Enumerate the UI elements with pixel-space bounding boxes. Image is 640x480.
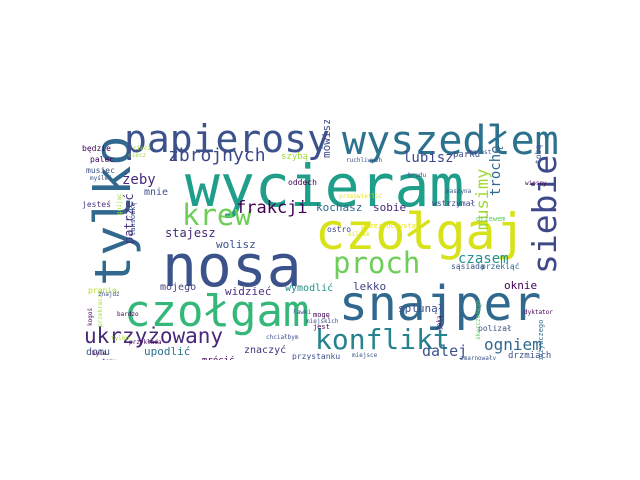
word-cloud-word: czasem [458, 251, 509, 267]
word-cloud-word: znajdź [98, 291, 120, 298]
word-cloud-word: ostro [327, 225, 352, 234]
word-cloud-word: palec [90, 155, 115, 164]
word-cloud-word: ciecz [128, 152, 147, 159]
word-cloud-word: siebie [525, 154, 560, 274]
word-cloud-word: zmarnowały [460, 355, 497, 361]
word-cloud-word: tobą [534, 144, 543, 164]
word-cloud-word: czołgaj [315, 203, 526, 261]
word-cloud-word: kochasz [316, 201, 363, 214]
word-cloud-word: wolisz [216, 238, 256, 251]
word-cloud-word: miejsce [352, 352, 378, 359]
word-cloud-word: konflikt [315, 323, 450, 356]
word-cloud-word: upodlić [144, 345, 191, 358]
word-cloud-word: oknie [504, 279, 538, 292]
word-cloud-word: będzie [82, 144, 111, 153]
word-cloud-word: przykłada [129, 339, 162, 346]
word-cloud-word: wycieram [185, 152, 465, 220]
word-cloud-word: sobie [373, 201, 407, 214]
word-cloud-word: mrócić [202, 357, 235, 361]
word-cloud-word: drzmiach [508, 351, 552, 361]
word-cloud-word: spożywczego [537, 319, 545, 360]
word-cloud-word: przekląć [481, 262, 520, 271]
word-cloud-word: brudu [408, 172, 427, 179]
word-cloud-word: polizał [478, 324, 512, 333]
word-cloud-word: krew [182, 198, 252, 232]
word-cloud-word: tomy [102, 359, 116, 361]
word-cloud-word: bardzo [117, 311, 139, 318]
word-cloud-word: wiosny [525, 180, 547, 187]
word-cloud-word: wstrzymał [432, 199, 476, 208]
word-cloud-word: jesteś [82, 200, 111, 209]
word-cloud-word: przezroczysta [361, 222, 416, 230]
word-cloud-word: jaką [436, 315, 443, 330]
word-cloud-word: tylko [111, 335, 130, 342]
word-cloud-word: skurczonego [475, 300, 482, 340]
word-cloud-word: parku [453, 150, 481, 160]
word-cloud-word: stajesz [165, 226, 216, 240]
word-cloud: wycieram nosa czołgaj snajper czołgam tylko wy… [80, 120, 560, 360]
word-cloud-word: prześwietlić [339, 193, 383, 200]
word-cloud-word: lubisz [403, 150, 454, 166]
word-cloud-word: mogę [313, 311, 330, 319]
word-cloud-word: ławki [293, 309, 312, 316]
word-cloud-word: przystanku [292, 352, 341, 361]
word-cloud-word: gnijąc [116, 193, 123, 215]
word-cloud-word: widzieć [225, 285, 272, 298]
word-cloud-word: szybą [281, 152, 309, 162]
word-cloud-word: dalej [422, 342, 468, 360]
word-cloud-word: splunął [398, 302, 445, 315]
word-cloud-word: ogniem [484, 335, 542, 354]
word-cloud-word: taksówkę [129, 202, 137, 236]
word-cloud-word: drzewem [476, 215, 506, 223]
word-cloud-word: snajper [339, 276, 542, 332]
word-cloud-word: znaczyć [244, 345, 287, 356]
word-cloud-word: żeby [122, 172, 156, 188]
word-cloud-word: ruchliwych [346, 157, 383, 164]
word-cloud-word: ciecz [133, 145, 152, 152]
word-cloud-word: mnie [144, 187, 169, 198]
word-cloud-word: proch [333, 246, 421, 280]
word-cloud-word: lekko [353, 280, 387, 293]
word-cloud-word: maszyna [446, 188, 472, 195]
word-cloud-word: silnik [348, 231, 370, 238]
word-cloud-word: oddech [288, 178, 317, 187]
word-cloud-word: pranie [88, 286, 117, 295]
word-cloud-word: wymodlić [285, 283, 334, 294]
word-cloud-word: kogoś [87, 307, 94, 326]
word-cloud-word: miejskich [306, 318, 339, 325]
word-cloud-word: sąsiada [451, 262, 485, 271]
word-cloud-word: byle [92, 350, 107, 357]
word-cloud-word: zbrojnych [168, 145, 266, 166]
word-cloud-word: nosa [162, 232, 302, 300]
word-cloud-word: ukrzyżowany [84, 324, 224, 348]
word-cloud-word: mojego [160, 282, 197, 293]
word-cloud-word: wyszedłem [342, 120, 559, 164]
word-cloud-word: chciałbym [266, 334, 299, 341]
word-cloud-word: myśleć [90, 175, 112, 182]
word-cloud-word: mówisz [320, 120, 333, 158]
word-cloud-word: jest [313, 323, 330, 331]
word-cloud-word: czołgam [124, 286, 310, 337]
word-cloud-word: papierosy [124, 120, 330, 161]
word-cloud-word: musiec [86, 166, 115, 175]
word-cloud-word: frakcji [236, 198, 308, 218]
word-cloud-word: zamiast [466, 149, 492, 156]
word-cloud-word: dyktator [524, 309, 553, 316]
word-cloud-word: domu [86, 347, 111, 358]
